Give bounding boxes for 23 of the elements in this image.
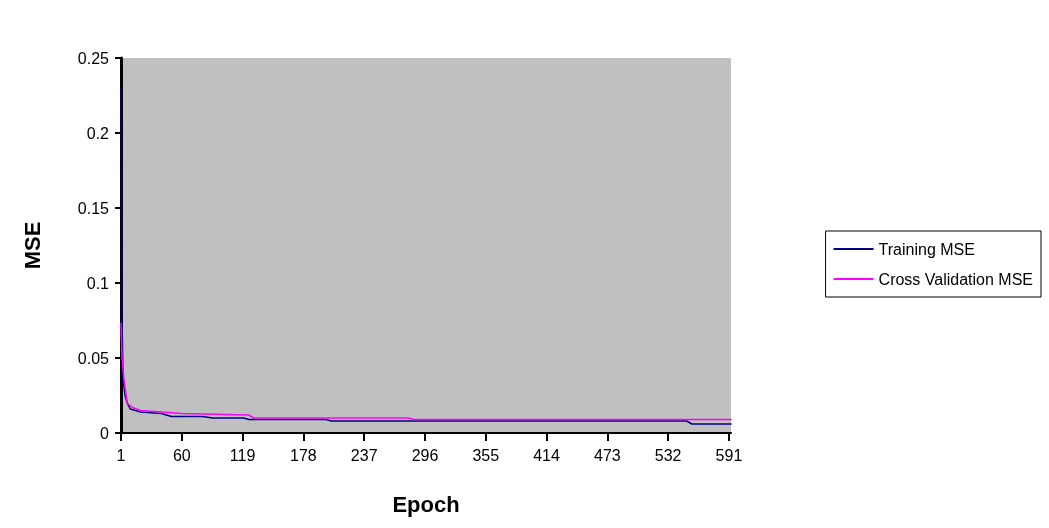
x-tick-label: 355: [472, 446, 500, 464]
x-tick-label: 60: [172, 446, 191, 464]
x-tick-label: 237: [350, 446, 378, 464]
x-axis-title: Epoch: [392, 491, 460, 517]
y-tick-label: 0.1: [86, 274, 110, 292]
legend-label: Cross Validation MSE: [878, 270, 1034, 288]
x-tick-label: 296: [411, 446, 439, 464]
x-tick-label: 591: [715, 446, 743, 464]
y-tick-label: 0.15: [77, 199, 110, 217]
legend-label: Training MSE: [878, 240, 975, 258]
x-tick-label: 473: [594, 446, 621, 464]
y-tick-label: 0.05: [77, 349, 110, 367]
y-axis-title: MSE: [19, 221, 45, 270]
y-tick-label: 0.25: [77, 49, 110, 67]
y-tick-label: 0: [100, 424, 110, 442]
line-series: [120, 87, 732, 425]
x-tick-label: 1: [116, 446, 126, 464]
x-tick-label: 414: [533, 446, 560, 464]
y-tick-label: 0.2: [86, 124, 110, 142]
x-tick-label: 532: [654, 446, 682, 464]
x-tick-label: 119: [229, 446, 256, 464]
x-tick-label: 178: [290, 446, 317, 464]
line-series: [120, 322, 732, 421]
